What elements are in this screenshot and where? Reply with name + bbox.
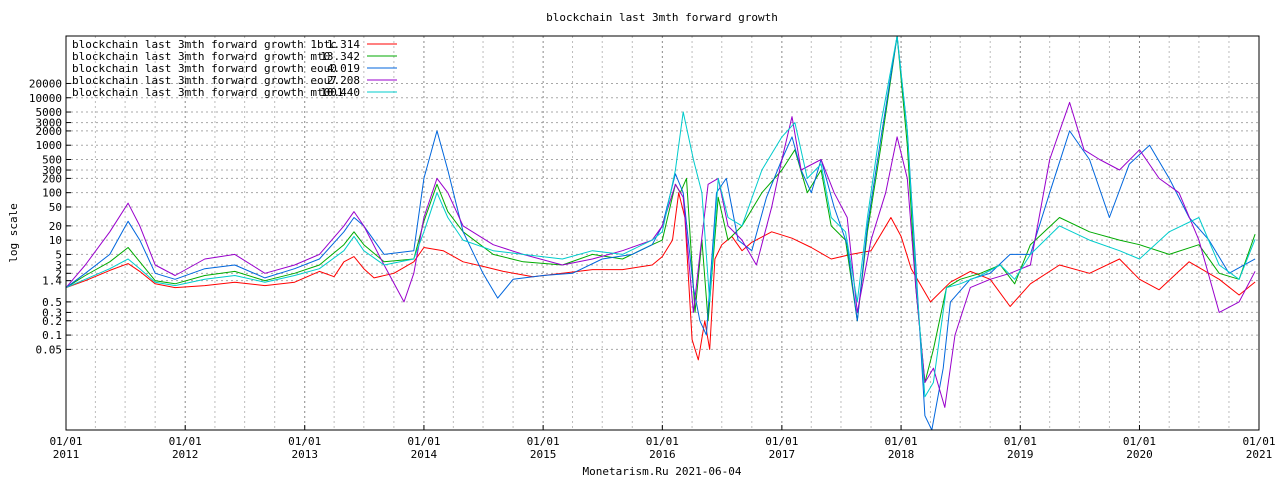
series-line-3 bbox=[66, 36, 1256, 430]
y-tick-label: 5000 bbox=[36, 106, 63, 119]
y-tick-label: 100 bbox=[42, 187, 62, 200]
y-tick-label: 2 bbox=[55, 267, 62, 280]
x-tick-year-label: 2011 bbox=[53, 448, 80, 461]
y-tick-label: 1.4 bbox=[42, 275, 62, 288]
y-tick-label: 300 bbox=[42, 164, 62, 177]
y-tick-label: 0.2 bbox=[42, 315, 62, 328]
legend-value: 10.440 bbox=[320, 86, 360, 99]
x-tick-year-label: 2012 bbox=[172, 448, 199, 461]
x-tick-year-label: 2015 bbox=[530, 448, 557, 461]
y-tick-label: 3 bbox=[55, 259, 62, 272]
y-tick-label: 3000 bbox=[36, 117, 63, 130]
y-axis-label: log scale bbox=[7, 203, 20, 263]
y-tick-label: 5 bbox=[55, 248, 62, 261]
x-tick-label: 01/01 bbox=[1123, 435, 1156, 448]
y-tick-label: 500 bbox=[42, 154, 62, 167]
legend-label: blockchain last 3mth forward growth eou7 bbox=[72, 74, 337, 87]
x-tick-label: 01/01 bbox=[1004, 435, 1037, 448]
y-ticks: 0.050.10.20.30.51.4235102050100200300500… bbox=[29, 77, 71, 356]
legend-value: 1.314 bbox=[327, 38, 360, 51]
legend-label: blockchain last 3mth forward growth mt0 bbox=[72, 50, 330, 63]
x-tick-year-label: 2017 bbox=[769, 448, 796, 461]
y-tick-label: 200 bbox=[42, 172, 62, 185]
legend-value: 2.208 bbox=[327, 74, 360, 87]
y-tick-label: 20000 bbox=[29, 77, 62, 90]
series-line-5 bbox=[66, 36, 1256, 398]
grid bbox=[65, 36, 1260, 430]
y-tick-label: 0.5 bbox=[42, 296, 62, 309]
x-tick-label: 01/01 bbox=[49, 435, 82, 448]
x-tick-year-label: 2021 bbox=[1246, 448, 1273, 461]
x-tick-label: 01/01 bbox=[169, 435, 202, 448]
y-tick-label: 0.3 bbox=[42, 306, 62, 319]
x-tick-label: 01/01 bbox=[1242, 435, 1275, 448]
y-tick-label: 50 bbox=[49, 201, 62, 214]
x-tick-label: 01/01 bbox=[527, 435, 560, 448]
legend-label: blockchain last 3mth forward growth 1btc bbox=[72, 38, 337, 51]
y-tick-label: 10 bbox=[49, 234, 62, 247]
y-tick-label: 1000 bbox=[36, 139, 63, 152]
x-tick-label: 01/01 bbox=[407, 435, 440, 448]
series-layer bbox=[66, 36, 1256, 430]
legend-label: blockchain last 3mth forward growth eou0 bbox=[72, 62, 337, 75]
x-tick-label: 01/01 bbox=[765, 435, 798, 448]
x-tick-label: 01/01 bbox=[646, 435, 679, 448]
x-tick-year-label: 2014 bbox=[411, 448, 438, 461]
chart-title: blockchain last 3mth forward growth bbox=[546, 11, 778, 24]
x-tick-label: 01/01 bbox=[885, 435, 918, 448]
legend: blockchain last 3mth forward growth 1btc… bbox=[72, 38, 397, 99]
legend-label: blockchain last 3mth forward growth mt00… bbox=[72, 86, 344, 99]
x-tick-year-label: 2018 bbox=[888, 448, 915, 461]
y-tick-label: 20 bbox=[49, 220, 62, 233]
x-tick-year-label: 2013 bbox=[291, 448, 318, 461]
y-tick-label: 2000 bbox=[36, 125, 63, 138]
x-tick-year-label: 2020 bbox=[1126, 448, 1153, 461]
x-tick-label: 01/01 bbox=[288, 435, 321, 448]
x-tick-year-label: 2019 bbox=[1007, 448, 1034, 461]
footer-text: Monetarism.Ru 2021-06-04 bbox=[583, 465, 742, 478]
y-tick-label: 10000 bbox=[29, 92, 62, 105]
x-tick-year-label: 2016 bbox=[649, 448, 676, 461]
x-ticks: 01/01201101/01201201/01201301/01201401/0… bbox=[49, 425, 1276, 461]
series-line-4 bbox=[66, 101, 1256, 408]
y-tick-label: 0.05 bbox=[36, 343, 63, 356]
series-line-1 bbox=[66, 192, 1256, 361]
legend-value: 4.019 bbox=[327, 62, 360, 75]
legend-value: 13.342 bbox=[320, 50, 360, 63]
y-tick-label: 0.1 bbox=[42, 329, 62, 342]
